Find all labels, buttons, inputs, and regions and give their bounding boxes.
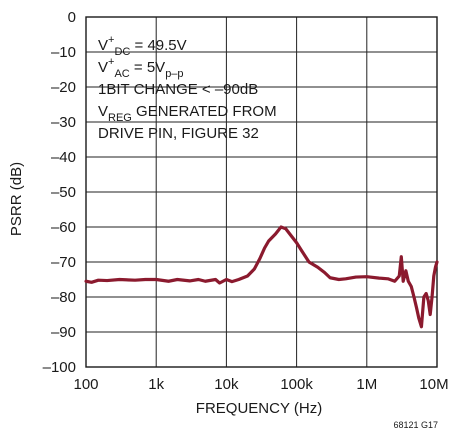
annotation-line-5: DRIVE PIN, FIGURE 32 [98,125,259,142]
y-tick-label: 0 [68,9,76,26]
y-tick-labels: 0 –10 –20 –30 –40 –50 –60 –70 –80 –90 –100 [43,9,76,376]
y-tick-label: –80 [51,289,76,306]
y-tick-label: –20 [51,79,76,96]
y-tick-label: –50 [51,184,76,201]
x-tick-label: 10k [214,376,239,393]
annotation-block: V+DC = 49.5V V+AC = 5Vp–p 1BIT CHANGE < … [98,34,277,142]
series-line-psrr [84,225,439,329]
annotation-line-3: 1BIT CHANGE < –90dB [98,81,258,98]
annotation-line-2: V+AC = 5Vp–p [98,56,184,80]
annotation-line-4: VREG GENERATED FROM [98,103,277,124]
y-tick-label: –90 [51,324,76,341]
x-tick-label: 100 [73,376,98,393]
x-tick-label: 1M [356,376,377,393]
x-tick-labels: 100 1k 10k 100k 1M 10M [73,376,448,393]
annotation-line-1: V+DC = 49.5V [98,34,187,58]
x-axis-title: FREQUENCY (Hz) [196,400,322,417]
y-axis-title: PSRR (dB) [8,162,25,236]
y-tick-label: –70 [51,254,76,271]
y-tick-label: –100 [43,359,76,376]
plot-border [85,16,438,368]
x-tick-label: 100k [280,376,313,393]
y-tick-label: –10 [51,44,76,61]
x-tick-label: 10M [419,376,448,393]
y-tick-label: –60 [51,219,76,236]
x-tick-label: 1k [148,376,164,393]
grid [86,17,437,367]
y-tick-label: –30 [51,114,76,131]
y-tick-label: –40 [51,149,76,166]
figure-id: 68121 G17 [393,420,438,430]
